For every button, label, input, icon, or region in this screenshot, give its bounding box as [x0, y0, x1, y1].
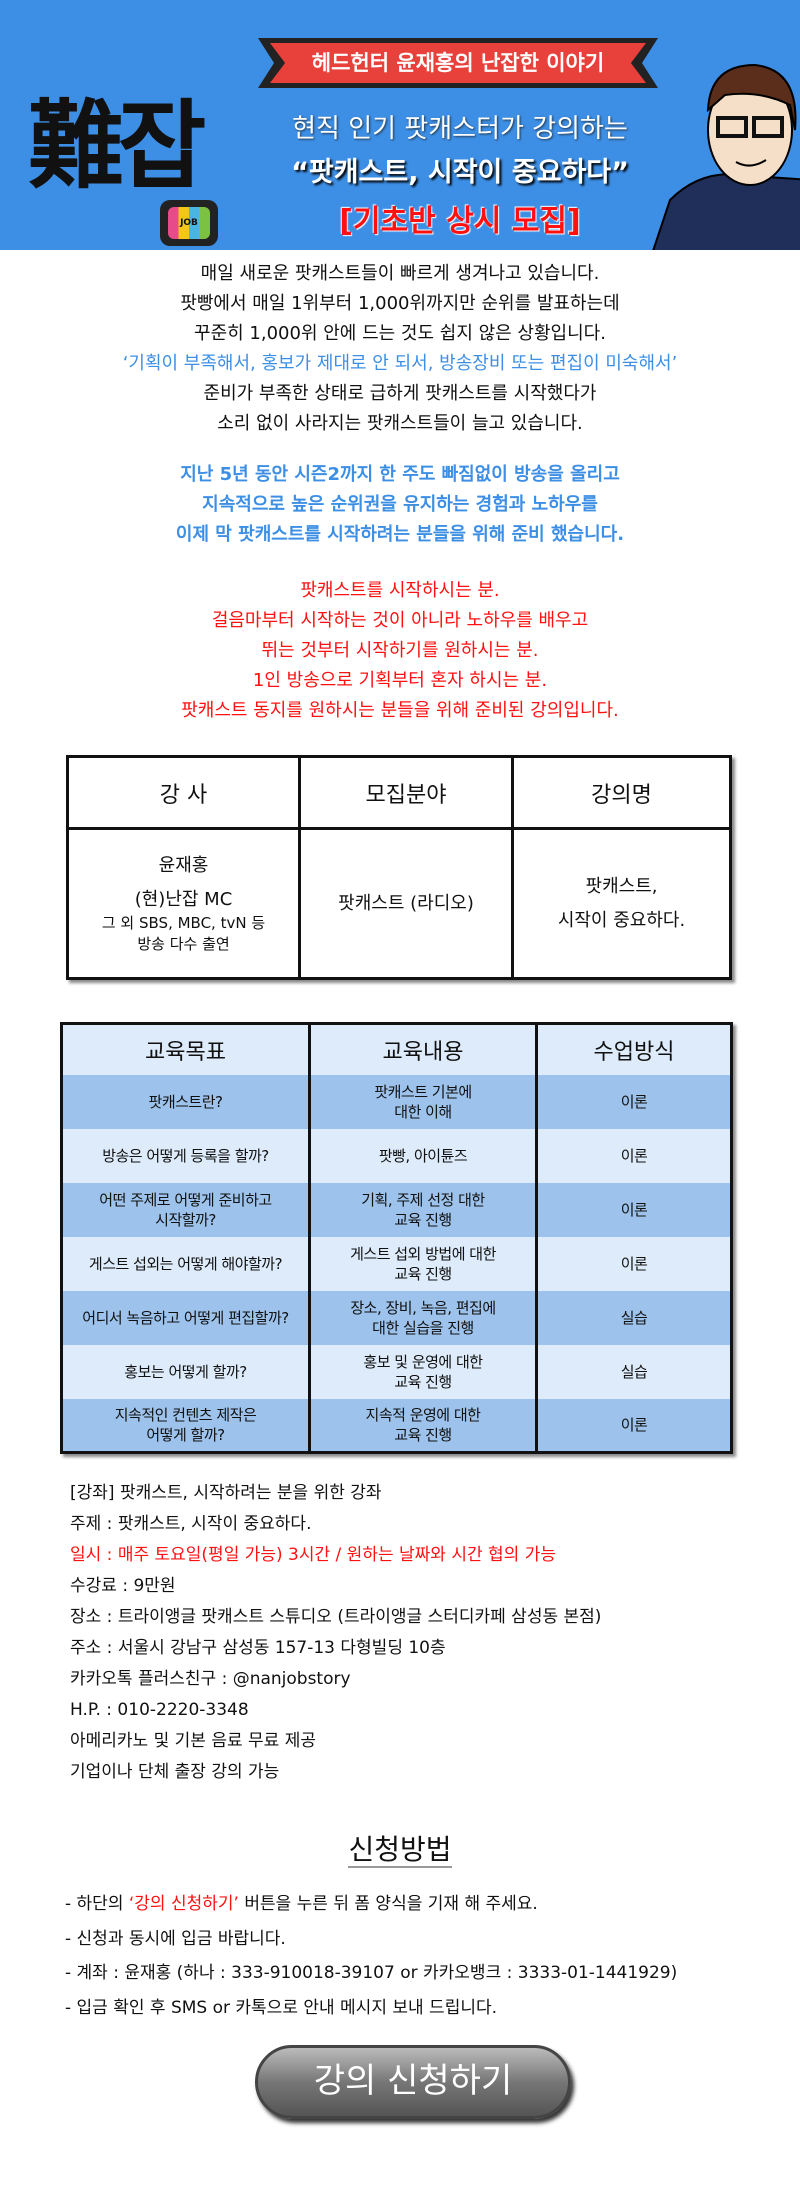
course-name-cell: 팟캐스트, 시작이 중요하다.	[511, 827, 732, 980]
method-cell: 실습	[536, 1290, 732, 1345]
target-audience-text: 팟캐스트를 시작하시는 분. 걸음마부터 시작하는 것이 아니라 노하우를 배우…	[181, 580, 619, 721]
howto-list: - 하단의 ‘강의 신청하기’ 버튼을 누른 뒤 폼 양식을 기재 해 주세요.…	[65, 1887, 677, 2025]
method-cell: 이론	[536, 1074, 732, 1129]
method-cell: 이론	[536, 1182, 732, 1237]
instructor-illustration	[652, 63, 800, 250]
apply-button[interactable]: 강의 신청하기	[255, 2045, 571, 2119]
content-cell: 기획, 주제 선정 대한 교육 진행	[308, 1182, 538, 1237]
header-method: 수업방식	[536, 1023, 732, 1075]
curriculum-row: 어떤 주제로 어떻게 준비하고 시작할까? 기획, 주제 선정 대한 교육 진행 이론	[61, 1182, 732, 1237]
banner-quote: “팟캐스트, 시작이 중요하다”	[291, 157, 629, 188]
goal-cell: 어떤 주제로 어떻게 준비하고 시작할까?	[61, 1182, 310, 1237]
goal-cell: 홍보는 어떻게 할까?	[61, 1344, 310, 1399]
curriculum-row: 팟캐스트란? 팟캐스트 기본에 대한 이해 이론	[61, 1074, 732, 1129]
experience-text: 지난 5년 동안 시즌2까지 한 주도 빠짐없이 방송을 올리고 지속적으로 높…	[175, 464, 625, 545]
header-course-name: 강의명	[511, 755, 732, 830]
goal-cell: 게스트 섭외는 어떻게 해야할까?	[61, 1236, 310, 1291]
howto-item: - 입금 확인 후 SMS or 카톡으로 안내 메시지 보내 드립니다.	[65, 1997, 498, 2018]
method-cell: 이론	[536, 1236, 732, 1291]
curriculum-row: 방송은 어떻게 등록을 할까? 팟빵, 아이튠즈 이론	[61, 1128, 732, 1183]
instructor-cell: 윤재홍 (현)난잡 MC 그 외 SBS, MBC, tvN 등 방송 다수 출…	[66, 827, 301, 980]
field-cell: 팟캐스트 (라디오)	[298, 827, 514, 980]
course-info: [강좌] 팟캐스트, 시작하려는 분을 위한 강좌 주제 : 팟캐스트, 시작이…	[70, 1483, 602, 1782]
goal-cell: 방송은 어떻게 등록을 할까?	[61, 1128, 310, 1183]
curriculum-row: 홍보는 어떻게 할까? 홍보 및 운영에 대한 교육 진행 실습	[61, 1344, 732, 1399]
intro-text: 매일 새로운 팟캐스트들이 빠르게 생겨나고 있습니다. 팟빵에서 매일 1위부…	[122, 263, 678, 434]
ribbon-title: 헤드헌터 윤재홍의 난잡한 이야기	[270, 43, 646, 83]
method-cell: 실습	[536, 1344, 732, 1399]
recruit-label: [기초반 상시 모집]	[339, 204, 581, 239]
curriculum-row: 지속적인 컨텐츠 제작은 어떻게 할까? 지속적 운영에 대한 교육 진행 이론	[61, 1398, 732, 1453]
content-cell: 게스트 섭외 방법에 대한 교육 진행	[308, 1236, 538, 1291]
howto-item: - 계좌 : 윤재홍 (하나 : 333-910018-39107 or 카카오…	[65, 1963, 678, 1983]
logo: 難잡	[28, 90, 206, 202]
howto-item: - 하단의 ‘강의 신청하기’ 버튼을 누른 뒤 폼 양식을 기재 해 주세요.	[65, 1894, 538, 1914]
curriculum-row: 게스트 섭외는 어떻게 해야할까? 게스트 섭외 방법에 대한 교육 진행 이론	[61, 1236, 732, 1291]
header-goal: 교육목표	[61, 1023, 310, 1075]
howto-title: 신청방법	[348, 1833, 452, 1868]
header-instructor: 강 사	[66, 755, 301, 830]
content-cell: 팟빵, 아이튠즈	[308, 1128, 538, 1183]
banner-subtitle: 현직 인기 팟캐스터가 강의하는	[292, 114, 628, 144]
goal-cell: 팟캐스트란?	[61, 1074, 310, 1129]
content-cell: 장소, 장비, 녹음, 편집에 대한 실습을 진행	[308, 1290, 538, 1345]
content-cell: 지속적 운영에 대한 교육 진행	[308, 1398, 538, 1453]
method-cell: 이론	[536, 1128, 732, 1183]
content-cell: 팟캐스트 기본에 대한 이해	[308, 1074, 538, 1129]
header-banner: 難잡 JOB 헤드헌터 윤재홍의 난잡한 이야기 현직 인기 팟캐스터가 강의하…	[0, 0, 800, 250]
content-cell: 홍보 및 운영에 대한 교육 진행	[308, 1344, 538, 1399]
curriculum-table: 교육목표 교육내용 수업방식 팟캐스트란? 팟캐스트 기본에 대한 이해 이론 방송은 …	[60, 1022, 733, 1454]
howto-item: - 신청과 동시에 입금 바랍니다.	[65, 1928, 286, 1949]
header-field: 모집분야	[298, 755, 514, 830]
course-overview-table: 강 사 모집분야 강의명 윤재홍 (현)난잡 MC 그 외 SBS, MBC, …	[66, 755, 732, 980]
method-cell: 이론	[536, 1398, 732, 1453]
curriculum-row: 어디서 녹음하고 어떻게 편집할까? 장소, 장비, 녹음, 편집에 대한 실습을 …	[61, 1290, 732, 1345]
goal-cell: 어디서 녹음하고 어떻게 편집할까?	[61, 1290, 310, 1345]
goal-cell: 지속적인 컨텐츠 제작은 어떻게 할까?	[61, 1398, 310, 1453]
header-content: 교육내용	[308, 1023, 538, 1075]
tv-logo-icon: JOB	[160, 200, 218, 246]
